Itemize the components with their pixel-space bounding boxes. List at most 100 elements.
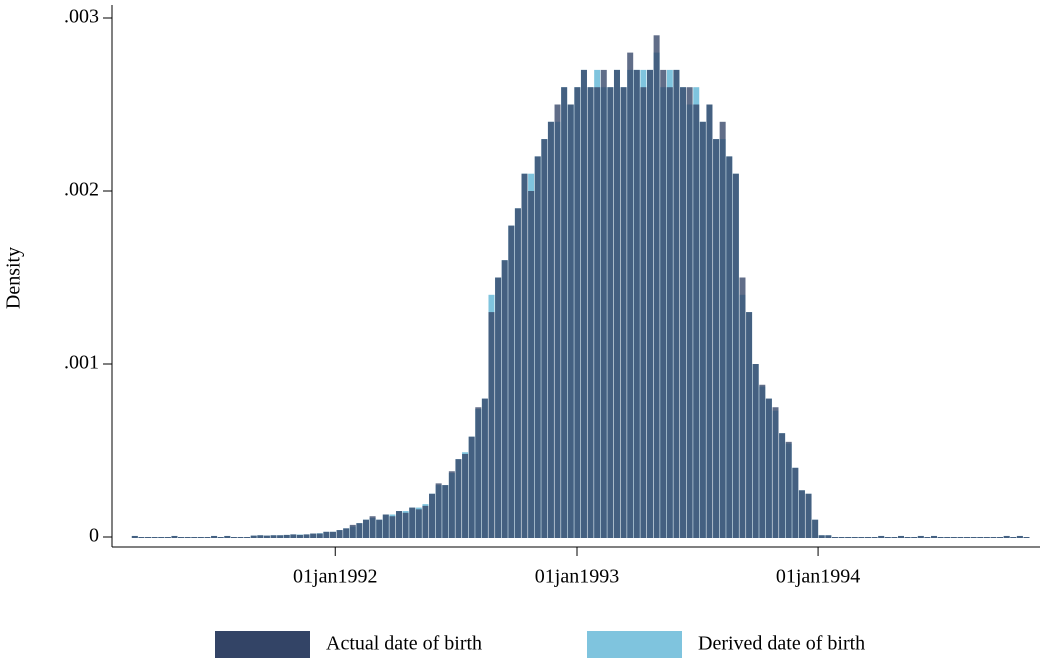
bar: [237, 537, 244, 538]
bar: [1023, 537, 1030, 538]
bar: [448, 471, 455, 538]
bar: [455, 459, 462, 538]
bar: [534, 156, 541, 538]
bar: [567, 104, 574, 538]
bar: [666, 87, 673, 538]
bar: [402, 512, 409, 538]
bar: [917, 535, 924, 538]
bars: [131, 35, 1030, 539]
bar: [422, 505, 429, 538]
bar: [785, 441, 792, 538]
bar: [369, 516, 376, 538]
bar: [798, 490, 805, 538]
bar: [792, 467, 799, 538]
bar: [409, 507, 416, 538]
legend-swatch: [587, 631, 682, 658]
bar: [693, 104, 700, 538]
bar: [990, 537, 997, 538]
bar: [983, 537, 990, 538]
bar: [145, 537, 152, 538]
bar: [184, 537, 191, 538]
bar: [310, 533, 317, 538]
bar: [746, 312, 753, 538]
bar: [323, 531, 330, 538]
bar: [851, 537, 858, 538]
bar: [224, 535, 231, 538]
bar: [653, 35, 660, 539]
bar: [607, 87, 614, 538]
y-tick-label: 0: [89, 525, 99, 547]
bar: [263, 535, 270, 538]
bar: [627, 52, 634, 538]
y-tick-label: .002: [64, 179, 99, 201]
bar: [660, 69, 667, 539]
bar: [937, 537, 944, 538]
bar: [217, 537, 224, 538]
bar: [211, 535, 218, 538]
bar: [541, 139, 548, 538]
bar: [171, 535, 178, 538]
bar: [561, 87, 568, 538]
bar: [713, 139, 720, 538]
bar: [343, 528, 350, 538]
bar: [376, 519, 383, 538]
bar: [250, 535, 257, 538]
bar: [647, 69, 654, 539]
bar: [878, 535, 885, 538]
bar: [686, 87, 693, 538]
y-tick-label: .001: [64, 352, 99, 374]
legend-label: Derived date of birth: [698, 633, 865, 655]
bar: [257, 535, 264, 538]
bar: [270, 535, 277, 538]
bar: [349, 524, 356, 538]
bar: [316, 533, 323, 538]
bar: [858, 537, 865, 538]
bar: [845, 537, 852, 538]
bar: [640, 87, 647, 538]
bar: [514, 208, 521, 539]
bar: [191, 537, 198, 538]
bar: [415, 509, 422, 538]
bar: [554, 104, 561, 538]
bar: [897, 535, 904, 538]
bar: [884, 537, 891, 538]
bar: [481, 398, 488, 538]
bar: [779, 433, 786, 538]
bar: [1010, 537, 1017, 538]
bar: [680, 87, 687, 538]
bar: [759, 384, 766, 538]
bar: [957, 537, 964, 538]
bar: [197, 537, 204, 538]
bar: [805, 493, 812, 538]
bar: [574, 87, 581, 538]
legend-label: Actual date of birth: [326, 633, 482, 655]
bar: [389, 516, 396, 538]
bar: [244, 537, 251, 538]
bar: [765, 398, 772, 538]
bar: [356, 523, 363, 538]
bar: [1016, 535, 1023, 538]
bar: [468, 436, 475, 538]
bar: [633, 69, 640, 539]
bar: [442, 485, 449, 538]
bar: [501, 260, 508, 538]
x-tick-label: 01jan1992: [293, 566, 377, 588]
bar: [950, 537, 957, 538]
bar: [521, 173, 528, 538]
bar: [739, 277, 746, 538]
bar: [594, 87, 601, 538]
bar: [547, 121, 554, 539]
y-axis-label: Density: [3, 247, 25, 309]
bar: [178, 537, 185, 538]
bar: [283, 534, 290, 538]
bar: [772, 407, 779, 538]
bar: [587, 87, 594, 538]
bar: [508, 225, 515, 538]
bar: [904, 537, 911, 538]
bar: [838, 537, 845, 538]
x-tick-label: 01jan1993: [535, 566, 619, 588]
bar: [864, 537, 871, 538]
bar: [230, 537, 237, 538]
bar: [475, 407, 482, 538]
